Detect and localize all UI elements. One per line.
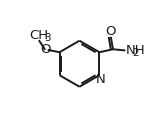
Text: O: O	[105, 25, 116, 38]
Text: O: O	[40, 43, 50, 56]
Text: 2: 2	[132, 48, 139, 58]
Text: N: N	[95, 73, 105, 86]
Text: NH: NH	[126, 44, 146, 57]
Text: CH: CH	[30, 29, 49, 42]
Text: 3: 3	[44, 33, 51, 43]
